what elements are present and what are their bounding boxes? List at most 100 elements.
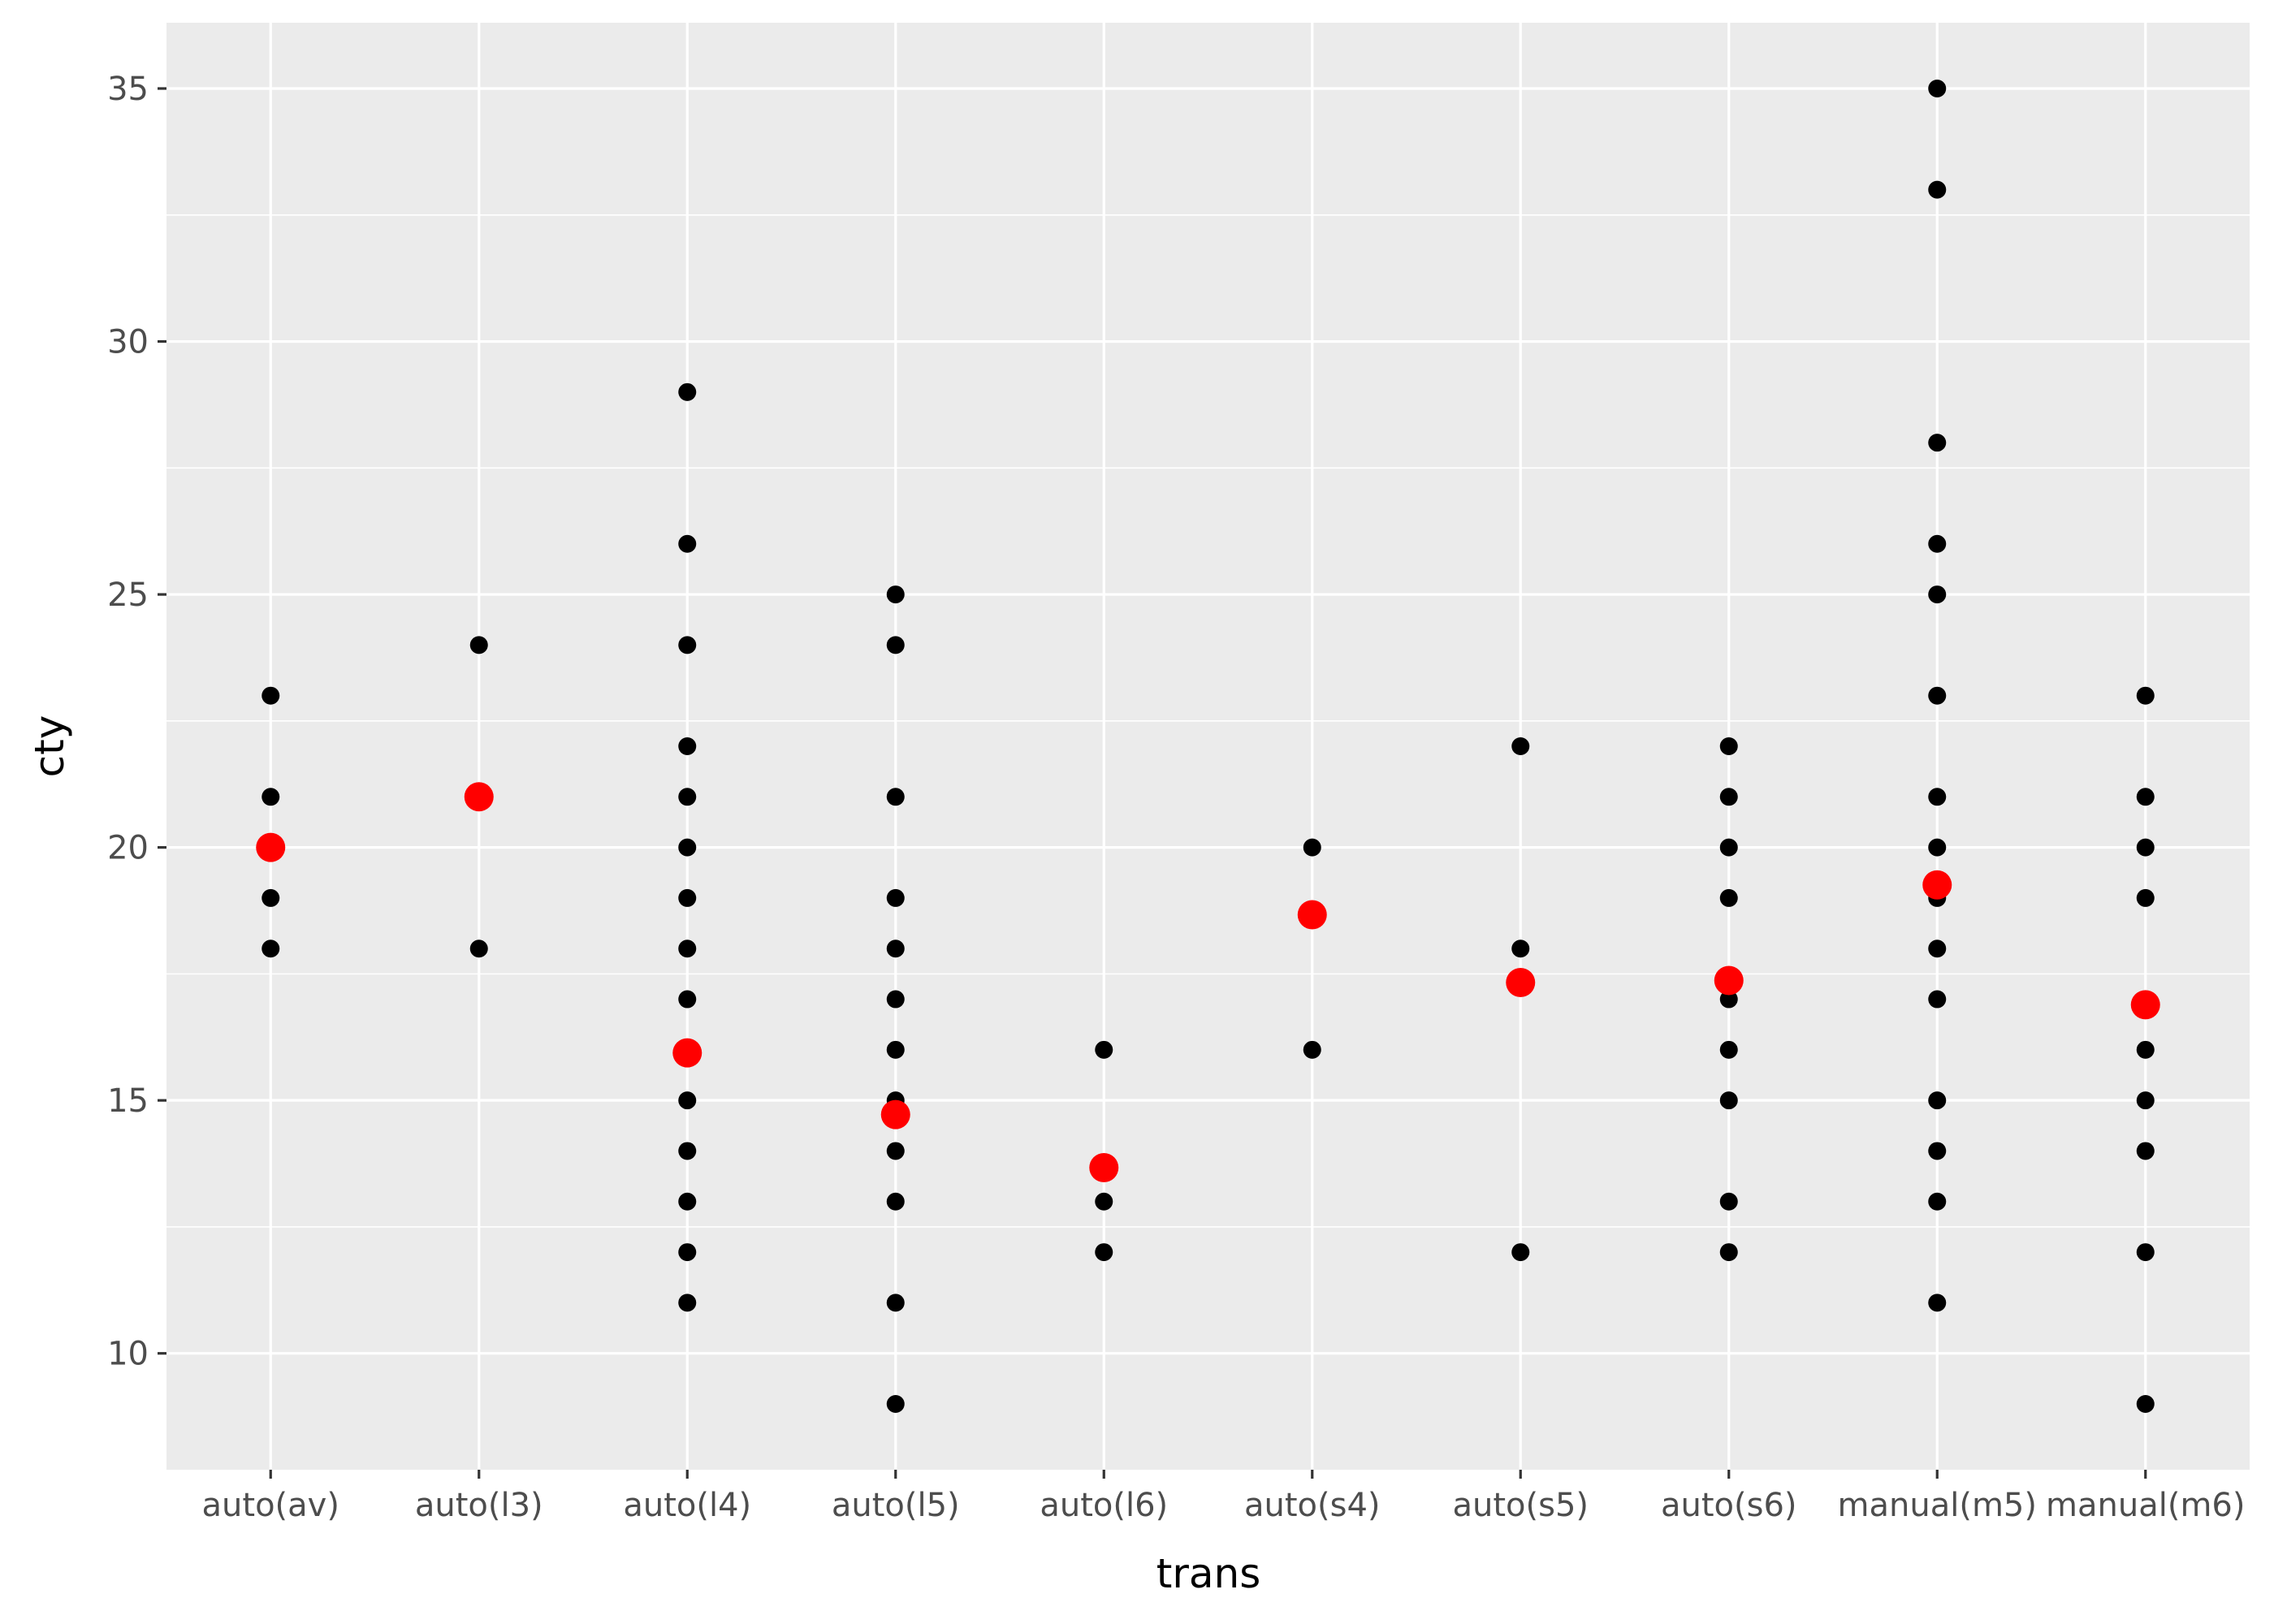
mean-points (256, 782, 2160, 1183)
observation-point (2136, 838, 2155, 857)
mean-point (672, 1038, 703, 1068)
observation-point (1719, 1243, 1738, 1262)
observation-point (1928, 585, 1947, 604)
y-tick-label: 35 (107, 71, 149, 108)
x-tick-label: auto(av) (202, 1487, 339, 1524)
observation-point (1928, 939, 1947, 958)
observation-point (1719, 838, 1738, 857)
observation-point (1719, 990, 1738, 1009)
observation-point (1928, 434, 1947, 452)
observation-point (1511, 1243, 1530, 1262)
observation-point (262, 888, 280, 907)
x-tick-label: auto(s5) (1452, 1487, 1589, 1524)
observation-point (678, 939, 697, 958)
observation-point (1095, 1040, 1113, 1059)
observation-point (678, 1091, 697, 1110)
observation-point (678, 636, 697, 654)
x-tick-label: auto(l3) (415, 1487, 543, 1524)
observation-point (886, 1142, 905, 1160)
observation-point (886, 636, 905, 654)
y-axis-title: cty (26, 715, 73, 778)
observation-points (262, 80, 2155, 1413)
x-tick-label: auto(s4) (1244, 1487, 1381, 1524)
observation-point (1928, 1091, 1947, 1110)
observation-point (2136, 1142, 2155, 1160)
observation-point (678, 1243, 697, 1262)
observation-point (1511, 737, 1530, 755)
observation-point (2136, 788, 2155, 806)
observation-point (1719, 1091, 1738, 1110)
y-axis: 10 15 20 25 30 35 (107, 71, 166, 1373)
observation-point (678, 1142, 697, 1160)
observation-point (678, 737, 697, 755)
observation-point (1719, 788, 1738, 806)
y-tick-label: 25 (107, 577, 149, 614)
mean-point (464, 782, 494, 812)
observation-point (1511, 939, 1530, 958)
x-tick-label: manual(m5) (1838, 1487, 2037, 1524)
observation-point (678, 788, 697, 806)
observation-point (1303, 838, 1321, 857)
grid-major (166, 23, 2250, 1470)
observation-point (1719, 737, 1738, 755)
mean-point (1297, 900, 1327, 930)
observation-point (886, 788, 905, 806)
observation-point (886, 1192, 905, 1211)
observation-point (886, 585, 905, 604)
observation-point (1303, 1040, 1321, 1059)
observation-point (886, 1395, 905, 1413)
observation-point (678, 382, 697, 401)
observation-point (2136, 1040, 2155, 1059)
observation-point (886, 888, 905, 907)
observation-point (1928, 80, 1947, 97)
observation-point (2136, 1091, 2155, 1110)
mean-point (1089, 1153, 1119, 1183)
observation-point (886, 939, 905, 958)
x-tick-label: manual(m6) (2046, 1487, 2245, 1524)
plot-panel (166, 23, 2250, 1470)
y-tick-label: 20 (107, 830, 149, 867)
observation-point (678, 1294, 697, 1312)
observation-point (1928, 788, 1947, 806)
observation-point (886, 1040, 905, 1059)
grid-minor (166, 214, 2250, 1228)
observation-point (886, 1294, 905, 1312)
x-axis: auto(av) auto(l3) auto(l4) auto(l5) auto(l6)… (202, 1470, 2245, 1524)
observation-point (678, 990, 697, 1009)
observation-point (1719, 888, 1738, 907)
observation-point (1928, 990, 1947, 1009)
x-tick-label: auto(s6) (1661, 1487, 1797, 1524)
observation-point (262, 939, 280, 958)
observation-point (1928, 1142, 1947, 1160)
mean-point (256, 832, 286, 862)
observation-point (2136, 1395, 2155, 1413)
observation-point (1928, 180, 1947, 199)
x-axis-title: trans (1156, 1550, 1261, 1597)
observation-point (469, 636, 488, 654)
y-tick-label: 10 (107, 1336, 149, 1373)
mean-point (1714, 965, 1744, 996)
observation-point (678, 838, 697, 857)
observation-point (1928, 838, 1947, 857)
observation-point (886, 990, 905, 1009)
x-tick-label: auto(l4) (623, 1487, 751, 1524)
observation-point (678, 888, 697, 907)
observation-point (1095, 1192, 1113, 1211)
mean-point (1506, 967, 1536, 997)
observation-point (1719, 1192, 1738, 1211)
observation-point (1928, 1192, 1947, 1211)
observation-point (1928, 1294, 1947, 1312)
observation-point (2136, 1243, 2155, 1262)
observation-point (1928, 534, 1947, 553)
observation-point (2136, 686, 2155, 705)
observation-point (678, 1192, 697, 1211)
observation-point (1719, 1040, 1738, 1059)
x-tick-label: auto(l5) (832, 1487, 960, 1524)
y-tick-label: 30 (107, 324, 149, 361)
x-tick-label: auto(l6) (1040, 1487, 1168, 1524)
observation-point (1928, 686, 1947, 705)
mean-point (1922, 870, 1952, 900)
mean-point (2130, 990, 2160, 1020)
observation-point (469, 939, 488, 958)
